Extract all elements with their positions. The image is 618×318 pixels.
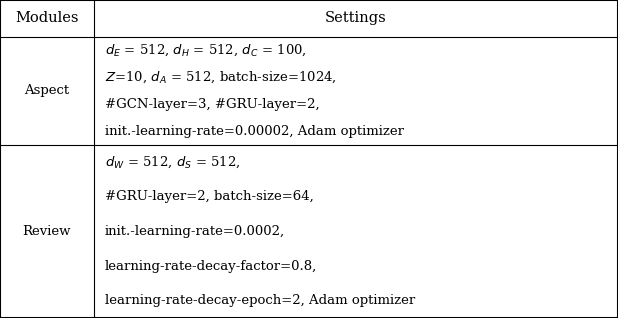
Text: Settings: Settings: [325, 11, 387, 25]
Text: Modules: Modules: [15, 11, 78, 25]
Text: init.-learning-rate=0.00002, Adam optimizer: init.-learning-rate=0.00002, Adam optimi…: [105, 125, 404, 138]
Text: learning-rate-decay-epoch=2, Adam optimizer: learning-rate-decay-epoch=2, Adam optimi…: [105, 294, 415, 307]
Text: #GCN-layer=3, #GRU-layer=2,: #GCN-layer=3, #GRU-layer=2,: [105, 98, 320, 111]
Text: $Z$=10, $d_A$ = 512, batch-size=1024,: $Z$=10, $d_A$ = 512, batch-size=1024,: [105, 69, 337, 85]
Text: #GRU-layer=2, batch-size=64,: #GRU-layer=2, batch-size=64,: [105, 190, 314, 203]
Text: $d_W$ = 512, $d_S$ = 512,: $d_W$ = 512, $d_S$ = 512,: [105, 154, 240, 170]
Text: Aspect: Aspect: [24, 84, 70, 97]
Text: learning-rate-decay-factor=0.8,: learning-rate-decay-factor=0.8,: [105, 259, 317, 273]
Text: $d_E$ = 512, $d_H$ = 512, $d_C$ = 100,: $d_E$ = 512, $d_H$ = 512, $d_C$ = 100,: [105, 42, 307, 58]
Text: Review: Review: [23, 225, 71, 238]
Text: init.-learning-rate=0.0002,: init.-learning-rate=0.0002,: [105, 225, 285, 238]
